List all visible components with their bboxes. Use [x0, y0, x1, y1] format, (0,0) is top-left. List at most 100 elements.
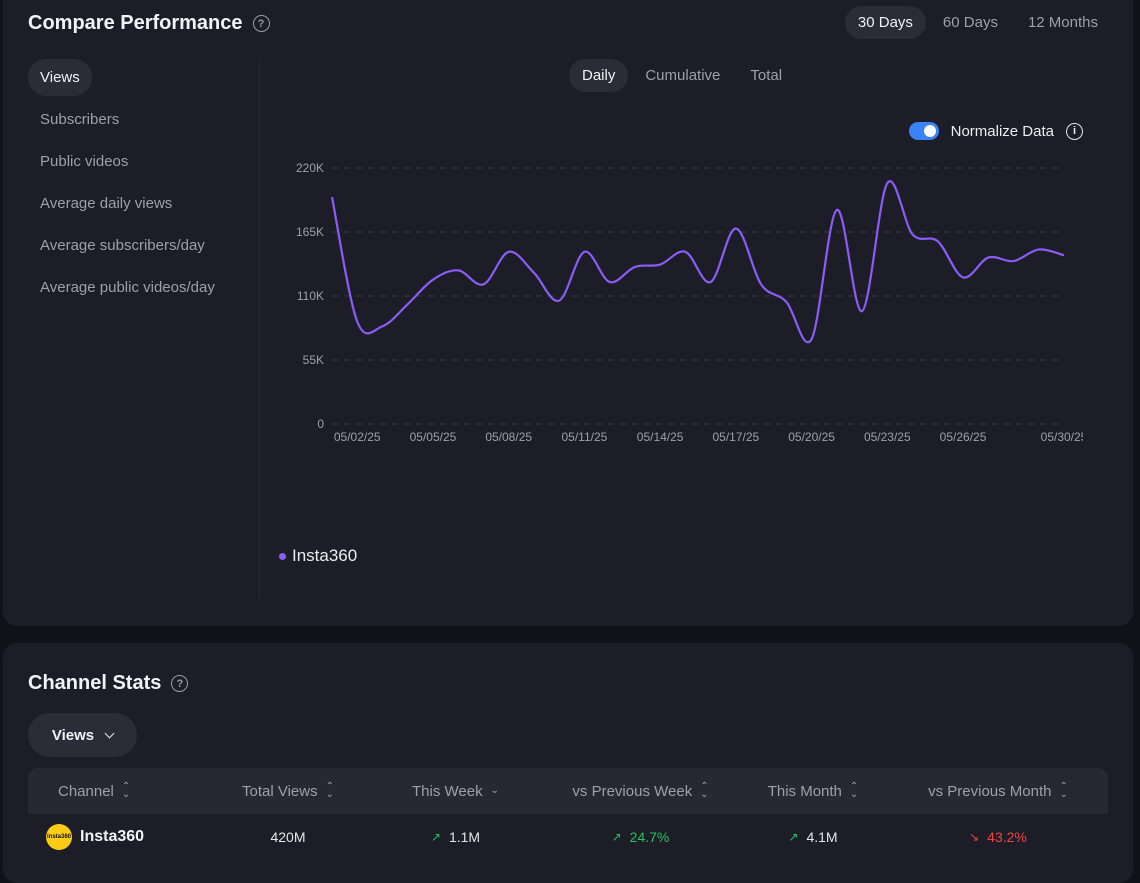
sort-icon: ⌃ ⌄: [121, 781, 131, 800]
data-point[interactable]: [1011, 258, 1017, 264]
series-line-insta360[interactable]: [330, 180, 1065, 344]
metric-subscribers[interactable]: Subscribers: [40, 111, 120, 128]
data-point[interactable]: [682, 249, 688, 255]
x-tick-label: 05/30/25: [1041, 430, 1083, 444]
data-point[interactable]: [1061, 252, 1067, 258]
legend-dot: [279, 552, 286, 560]
data-point[interactable]: [859, 308, 865, 314]
metric-average-public-videos-day[interactable]: Average public videos/day: [40, 279, 215, 296]
x-tick-label: 05/26/25: [940, 430, 987, 444]
col-label: This Week: [412, 782, 483, 800]
data-point[interactable]: [379, 323, 385, 329]
tab-total[interactable]: Total: [750, 67, 783, 84]
data-point[interactable]: [783, 299, 789, 305]
range-tabs: 30 Days 60 Days 12 Months: [844, 6, 1111, 39]
col-vs-previous-month[interactable]: vs Previous Month ⌃ ⌄: [888, 782, 1108, 800]
col-label: Channel: [58, 782, 114, 800]
metric-public-videos[interactable]: Public videos: [40, 153, 129, 170]
data-point[interactable]: [632, 264, 638, 270]
data-point[interactable]: [657, 262, 663, 268]
col-label: vs Previous Week: [572, 782, 693, 800]
col-this-week[interactable]: This Week ⌄: [368, 783, 543, 800]
this-week-cell: ↗ 1.1M: [368, 829, 543, 845]
range-30-days[interactable]: 30 Days: [844, 6, 926, 39]
chart-legend: Insta360: [279, 546, 357, 566]
metric-list: Views Subscribers Public videos Average …: [28, 59, 260, 599]
arrow-down-icon: ↘: [969, 830, 980, 844]
data-point[interactable]: [430, 277, 436, 283]
x-tick-label: 05/05/25: [410, 430, 457, 444]
col-this-month[interactable]: This Month ⌃ ⌄: [738, 781, 888, 800]
normalize-data-control: Normalize Data i: [908, 122, 1083, 140]
tab-daily[interactable]: Daily: [569, 59, 629, 92]
range-12-months[interactable]: 12 Months: [1027, 14, 1098, 31]
vs-prev-week-value: 24.7%: [629, 829, 670, 845]
metric-average-daily-views[interactable]: Average daily views: [40, 195, 173, 212]
data-point[interactable]: [405, 301, 411, 307]
arrow-up-icon: ↗: [430, 830, 441, 844]
col-channel[interactable]: Channel ⌃ ⌄: [28, 781, 208, 800]
col-vs-previous-week[interactable]: vs Previous Week ⌃ ⌄: [543, 781, 738, 800]
table-row[interactable]: insta360 Insta360 420M ↗ 1.1M ↗ 24.7% ↗ 4.1…: [28, 814, 1108, 860]
data-point[interactable]: [910, 231, 916, 237]
sort-icon: ⌃ ⌄: [700, 781, 709, 800]
channel-stats-table: Channel ⌃ ⌄ Total Views ⌃ ⌄ This Week ⌄ vs Pr…: [28, 768, 1108, 860]
sort-icon: ⌃ ⌄: [849, 781, 859, 800]
data-point[interactable]: [985, 255, 991, 261]
help-icon[interactable]: ?: [171, 675, 189, 692]
data-point[interactable]: [884, 180, 890, 186]
data-point[interactable]: [329, 194, 335, 200]
chevron-down-icon: ⌄: [490, 785, 499, 796]
data-point[interactable]: [506, 249, 512, 255]
metric-select-label: Views: [51, 726, 95, 744]
this-month-value: 4.1M: [806, 829, 838, 845]
channel-name[interactable]: Insta360: [80, 828, 145, 845]
data-point[interactable]: [834, 207, 840, 213]
data-point[interactable]: [607, 279, 613, 285]
range-60-days[interactable]: 60 Days: [942, 14, 998, 31]
y-tick-label: 165K: [296, 225, 324, 239]
data-point[interactable]: [935, 238, 941, 244]
col-total-views[interactable]: Total Views ⌃ ⌄: [208, 781, 368, 800]
data-point[interactable]: [480, 281, 486, 287]
normalize-toggle[interactable]: [908, 122, 939, 140]
data-point[interactable]: [455, 267, 461, 273]
data-point[interactable]: [531, 270, 537, 276]
data-point[interactable]: [354, 319, 360, 325]
col-label: Total Views: [242, 782, 318, 800]
metric-select[interactable]: Views: [28, 713, 137, 757]
chevron-down-icon: [104, 728, 115, 738]
metric-views[interactable]: Views: [28, 59, 92, 96]
vs-prev-month-value: 43.2%: [987, 829, 1027, 845]
view-tabs: Daily Cumulative Total: [569, 59, 795, 92]
metric-average-subscribers-day[interactable]: Average subscribers/day: [40, 237, 205, 254]
tab-cumulative[interactable]: Cumulative: [645, 67, 721, 84]
page-title: Compare Performance: [28, 12, 243, 34]
y-tick-label: 0: [317, 417, 324, 431]
sort-icon: ⌃ ⌄: [325, 781, 334, 800]
channel-stats-panel: Channel Stats ? Views Channel ⌃ ⌄ Total Vi…: [3, 643, 1133, 883]
arrow-up-icon: ↗: [611, 830, 622, 844]
x-tick-label: 05/08/25: [485, 430, 532, 444]
help-icon[interactable]: ?: [252, 15, 270, 32]
stats-title-row: Channel Stats ?: [28, 672, 189, 695]
x-tick-label: 05/23/25: [864, 430, 911, 444]
x-tick-label: 05/20/25: [788, 430, 835, 444]
data-point[interactable]: [960, 274, 966, 280]
data-point[interactable]: [556, 298, 562, 304]
avatar-text: insta360: [46, 834, 71, 840]
x-tick-label: 05/11/25: [561, 430, 607, 444]
total-views-cell: 420M: [270, 829, 306, 845]
data-point[interactable]: [581, 249, 587, 255]
channel-cell: insta360 Insta360: [28, 824, 208, 850]
data-point[interactable]: [708, 279, 714, 285]
x-tick-label: 05/14/25: [637, 430, 684, 444]
channel-avatar: insta360: [46, 824, 72, 850]
data-point[interactable]: [758, 281, 764, 287]
data-point[interactable]: [1036, 246, 1042, 252]
data-point[interactable]: [809, 336, 815, 342]
info-icon[interactable]: i: [1066, 122, 1083, 140]
this-week-value: 1.1M: [448, 829, 481, 845]
data-point[interactable]: [733, 226, 739, 232]
normalize-label: Normalize Data: [950, 122, 1054, 140]
